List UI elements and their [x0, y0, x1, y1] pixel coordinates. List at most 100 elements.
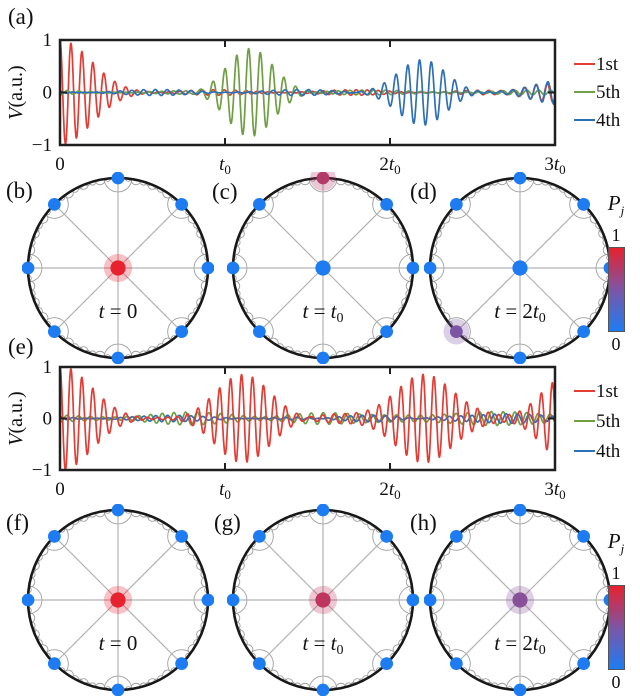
- site-dot: [316, 172, 330, 185]
- site-dot: [449, 529, 463, 543]
- site-dot: [315, 592, 331, 608]
- disk-spokes: [430, 178, 610, 358]
- site-dot: [201, 593, 214, 607]
- lattice-disk-h: t = 2t0: [424, 504, 616, 696]
- y-tick-label: −1: [32, 135, 52, 156]
- site-dot: [449, 325, 463, 339]
- panel-label-h: (h): [410, 510, 437, 535]
- x-tick-label: 3t0: [544, 154, 565, 177]
- site-dot: [406, 593, 419, 607]
- legend-item-label: 1st: [596, 53, 619, 75]
- site-dot: [424, 593, 437, 607]
- colorbar-title: Pj: [598, 528, 634, 562]
- site-dot: [22, 261, 35, 275]
- site-dot: [406, 261, 419, 275]
- site-dots: [22, 172, 214, 364]
- colorbar-subscript: j: [620, 203, 625, 219]
- time-label: t = t0: [302, 299, 343, 326]
- legend-panel-e: 1st 5th 4th: [574, 376, 620, 466]
- site-dot: [316, 504, 330, 517]
- series-line-4th: [61, 59, 554, 126]
- site-dot: [380, 657, 394, 671]
- legend-item-label: 4th: [596, 109, 621, 131]
- site-dots: [227, 172, 419, 364]
- colorbar-max-label: 1: [611, 563, 621, 584]
- site-dot: [227, 261, 240, 275]
- site-dot: [513, 172, 527, 185]
- legend-line-swatch: [574, 419, 595, 423]
- site-dot: [110, 260, 126, 276]
- site-dot: [513, 351, 527, 364]
- colorbar-title: Pj: [598, 190, 634, 224]
- site-dot: [316, 351, 330, 364]
- legend-item-label: 4th: [596, 440, 621, 462]
- site-dot: [227, 593, 240, 607]
- legend-line-swatch: [574, 90, 595, 94]
- panel-label-b: (b): [6, 178, 33, 203]
- axis-ticks: [60, 367, 555, 470]
- legend-item-label: 1st: [596, 380, 619, 402]
- legend-line-swatch: [574, 449, 595, 453]
- panel-label-c: (c): [212, 179, 238, 204]
- panel-label-e: (e): [8, 334, 34, 359]
- colorbar-gradient: [607, 247, 625, 333]
- site-dot: [513, 504, 527, 517]
- colorbar-symbol: P: [607, 529, 621, 553]
- colorbar-min-label: 0: [611, 334, 621, 355]
- site-dot: [110, 592, 126, 608]
- site-dot: [111, 683, 125, 696]
- lattice-disk-f: t = 0: [22, 504, 214, 696]
- disk-spokes: [233, 178, 413, 358]
- site-dot: [512, 592, 528, 608]
- site-dots: [227, 504, 419, 696]
- site-dot: [252, 197, 266, 211]
- y-tick-label: 0: [43, 409, 53, 430]
- site-dots: [22, 504, 214, 696]
- colorbar-1: Pj 1 0: [598, 190, 634, 355]
- legend-item: 4th: [574, 106, 620, 134]
- site-dots: [424, 504, 616, 696]
- site-dot: [380, 529, 394, 543]
- legend-item-label: 5th: [596, 410, 621, 432]
- series-line-1st: [61, 368, 554, 469]
- site-dot: [175, 325, 189, 339]
- legend-line-swatch: [574, 118, 595, 122]
- lattice-disk-b: t = 0: [22, 172, 214, 364]
- panel-label-d: (d): [410, 179, 437, 204]
- lattice-disk-g: t = t0: [227, 504, 419, 696]
- panel-label-f: (f): [6, 510, 29, 535]
- site-dot: [449, 197, 463, 211]
- site-dot: [380, 325, 394, 339]
- x-tick-label: 0: [55, 479, 65, 500]
- legend-item: 4th: [574, 436, 620, 466]
- x-tick-label: 3t0: [544, 479, 565, 502]
- colorbar-subscript: j: [620, 541, 625, 557]
- lattice-disk-c: t = t0: [227, 172, 419, 364]
- x-tick-label: 2t0: [379, 479, 400, 502]
- site-dot: [316, 683, 330, 696]
- time-label: t = 2t0: [494, 631, 546, 658]
- site-dot: [380, 197, 394, 211]
- x-tick-label: 0: [55, 154, 65, 175]
- legend-item: 1st: [574, 50, 620, 78]
- site-dot: [111, 504, 125, 517]
- site-dot: [47, 657, 61, 671]
- site-dot: [252, 529, 266, 543]
- y-tick-label: 1: [43, 357, 53, 378]
- y-tick-label: −1: [32, 460, 52, 481]
- colorbar-symbol: P: [607, 191, 621, 215]
- legend-panel-a: 1st 5th 4th: [574, 50, 620, 134]
- site-dot: [577, 197, 591, 211]
- site-dot: [252, 657, 266, 671]
- disk-spokes: [28, 178, 208, 358]
- time-label: t = t0: [302, 631, 343, 658]
- x-tick-label: 2t0: [379, 154, 400, 177]
- site-dot: [513, 683, 527, 696]
- colorbar-min-label: 0: [611, 672, 621, 693]
- y-tick-label: 1: [43, 30, 53, 51]
- time-label: t = 0: [99, 631, 138, 655]
- site-dot: [47, 325, 61, 339]
